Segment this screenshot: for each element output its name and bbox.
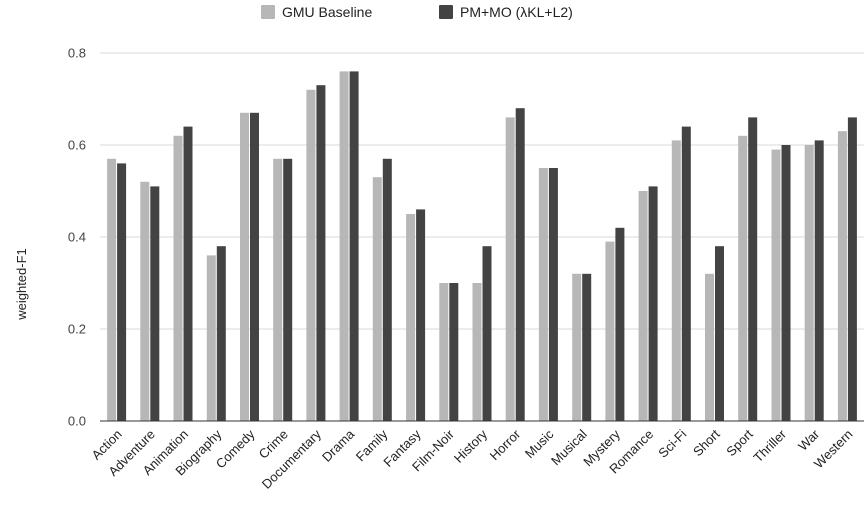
x-tick-label-war: War	[795, 426, 823, 454]
bars	[107, 71, 857, 422]
bar-pm-mo-kl-l2-crime	[283, 158, 293, 422]
bar-pm-mo-kl-l2-action	[117, 163, 127, 421]
gridlines	[100, 52, 864, 330]
y-axis-title: weighted-F1	[14, 248, 29, 321]
bar-pm-mo-kl-l2-documentary	[316, 85, 326, 421]
bar-gmu-baseline-documentary	[306, 89, 316, 422]
bar-gmu-baseline-crime	[273, 158, 283, 422]
bar-gmu-baseline-film-noir	[439, 283, 449, 421]
bar-pm-mo-kl-l2-thriller	[781, 145, 791, 421]
bar-gmu-baseline-action	[107, 158, 117, 422]
bar-pm-mo-kl-l2-adventure	[150, 186, 160, 421]
bar-pm-mo-kl-l2-drama	[349, 71, 359, 422]
bar-gmu-baseline-war	[804, 145, 814, 421]
bar-pm-mo-kl-l2-sport	[748, 117, 758, 422]
bar-pm-mo-kl-l2-film-noir	[449, 283, 459, 421]
y-tick-label: 0.0	[68, 414, 86, 429]
bar-pm-mo-kl-l2-fantasy	[416, 209, 426, 421]
y-tick-label: 0.4	[68, 230, 86, 245]
bar-gmu-baseline-thriller	[771, 149, 781, 421]
bar-gmu-baseline-biography	[206, 255, 216, 421]
legend: GMU Baseline PM+MO (λKL+L2)	[261, 4, 573, 20]
bar-pm-mo-kl-l2-mystery	[615, 227, 625, 421]
x-tick-label-horror: Horror	[487, 426, 524, 463]
bar-pm-mo-kl-l2-music	[548, 168, 558, 421]
bar-pm-mo-kl-l2-western	[847, 117, 857, 422]
bar-gmu-baseline-musical	[572, 273, 582, 421]
bar-gmu-baseline-western	[837, 131, 847, 421]
bar-gmu-baseline-sci-fi	[671, 140, 681, 421]
legend-swatch-pm-mo	[439, 5, 453, 19]
bar-gmu-baseline-horror	[505, 117, 515, 422]
y-tick-label: 0.2	[68, 322, 86, 337]
x-tick-label-short: Short	[690, 426, 723, 459]
bar-pm-mo-kl-l2-horror	[515, 108, 525, 421]
bar-gmu-baseline-comedy	[240, 112, 249, 422]
x-tick-labels: ActionAdventureAnimationBiographyComedyC…	[89, 426, 856, 492]
bar-pm-mo-kl-l2-musical	[582, 273, 592, 421]
bar-gmu-baseline-animation	[173, 135, 183, 422]
bar-pm-mo-kl-l2-sci-fi	[681, 126, 691, 421]
bar-gmu-baseline-short	[705, 273, 714, 421]
bar-pm-mo-kl-l2-family	[382, 158, 392, 422]
bar-pm-mo-kl-l2-history	[482, 246, 492, 421]
legend-label-gmu-baseline: GMU Baseline	[282, 4, 372, 20]
bar-pm-mo-kl-l2-war	[814, 140, 824, 421]
y-tick-labels: 0.0 0.2 0.4 0.6 0.8	[68, 46, 86, 429]
bar-gmu-baseline-romance	[638, 191, 648, 421]
legend-swatch-gmu-baseline	[261, 5, 275, 19]
x-tick-label-sci-fi: Sci-Fi	[655, 426, 689, 460]
bar-pm-mo-kl-l2-romance	[648, 186, 658, 421]
x-tick-label-thriller: Thriller	[750, 426, 789, 465]
x-tick-label-drama: Drama	[319, 426, 358, 465]
bar-gmu-baseline-mystery	[605, 241, 615, 421]
x-tick-label-history: History	[451, 426, 491, 466]
bar-gmu-baseline-drama	[339, 71, 349, 422]
bar-pm-mo-kl-l2-comedy	[250, 112, 259, 422]
bar-gmu-baseline-history	[472, 283, 482, 421]
bar-gmu-baseline-fantasy	[406, 214, 416, 421]
bar-gmu-baseline-adventure	[140, 181, 150, 421]
bar-pm-mo-kl-l2-animation	[183, 126, 193, 421]
bar-gmu-baseline-music	[538, 168, 548, 421]
bar-gmu-baseline-family	[372, 177, 382, 421]
bar-pm-mo-kl-l2-biography	[216, 246, 226, 421]
legend-label-pm-mo: PM+MO (λKL+L2)	[460, 4, 573, 20]
bar-pm-mo-kl-l2-short	[715, 246, 724, 421]
y-tick-label: 0.6	[68, 138, 86, 153]
bar-gmu-baseline-sport	[738, 135, 748, 422]
y-tick-label: 0.8	[68, 46, 86, 61]
